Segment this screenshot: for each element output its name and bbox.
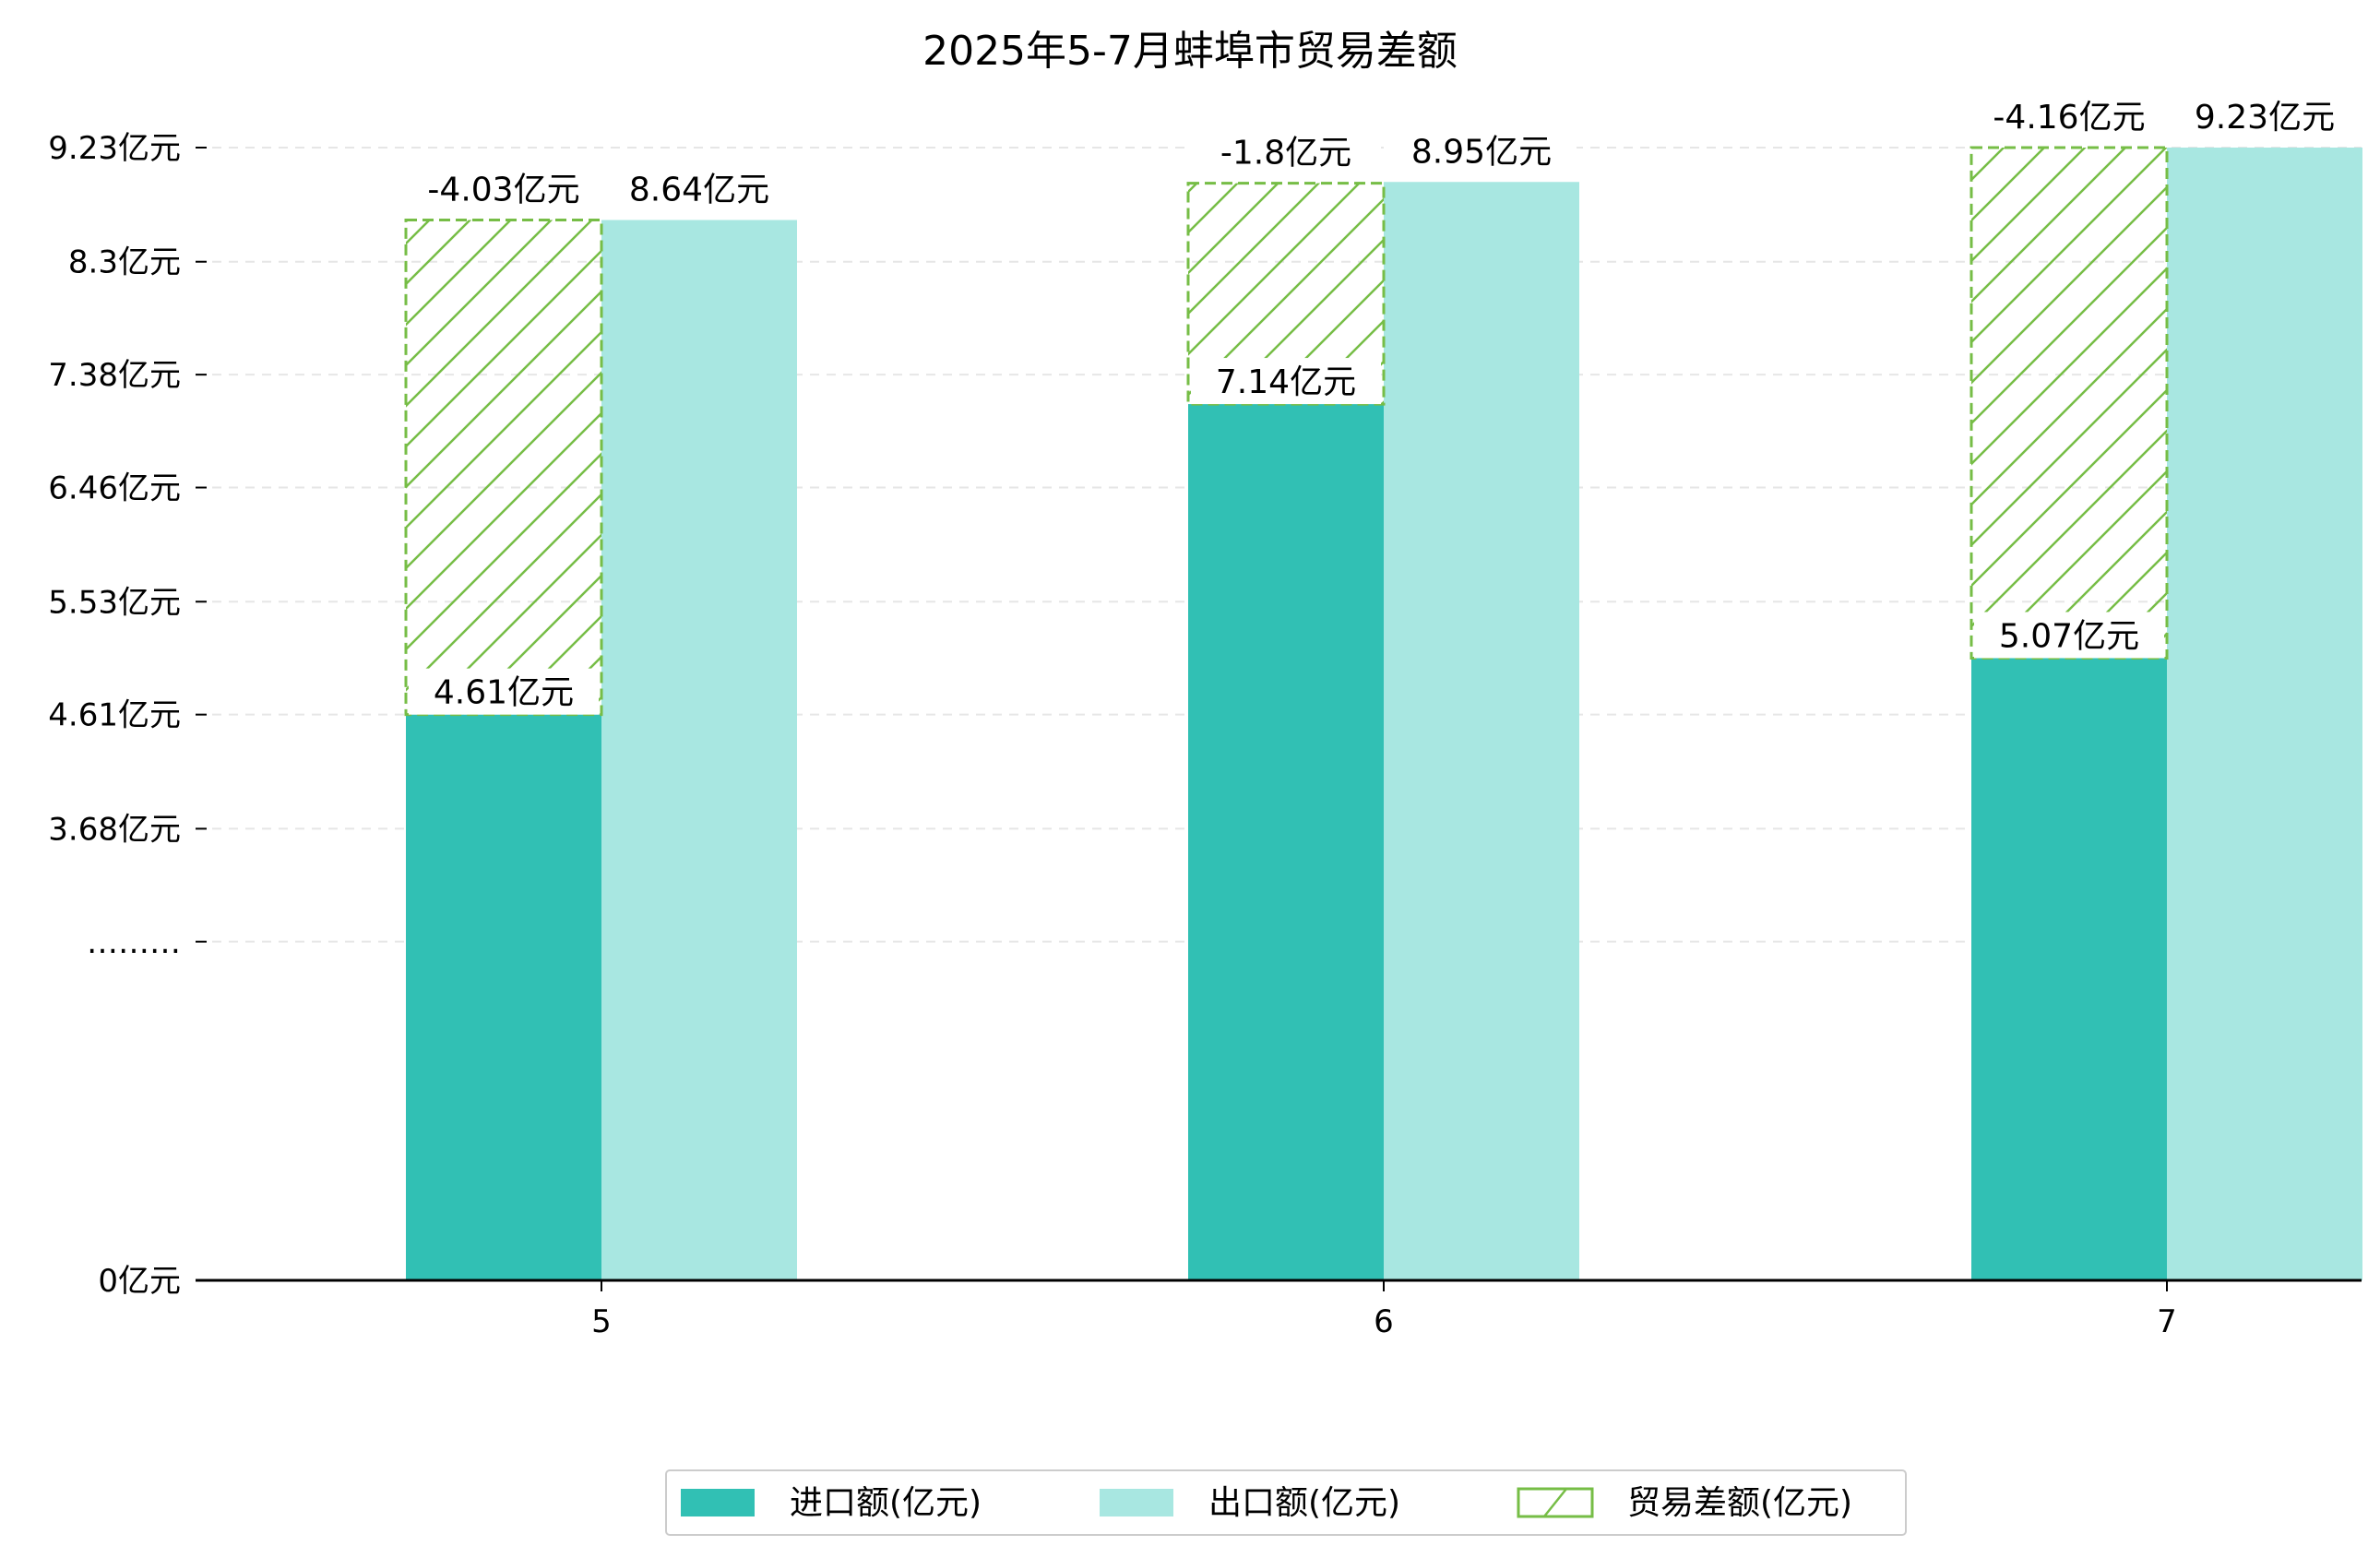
- x-tick-label: 5: [591, 1303, 612, 1340]
- export-value-label-box: [604, 165, 794, 212]
- y-tick-label: 8.3亿元: [68, 244, 181, 281]
- export-value-label: 8.64亿元: [629, 171, 769, 208]
- y-tick-label: 9.23亿元: [48, 130, 181, 167]
- balance-value-label-box: [1974, 93, 2164, 139]
- import-bar: [1971, 658, 2167, 1280]
- balance-value-label-box: [409, 165, 599, 212]
- balance-value-label: -4.16亿元: [1993, 99, 2145, 137]
- balance-value-label: -1.8亿元: [1220, 135, 1351, 172]
- export-value-label: 8.95亿元: [1411, 133, 1552, 171]
- trade-balance-bar: [404, 218, 603, 717]
- export-value-label-box: [2170, 93, 2360, 139]
- import-value-label: 5.07亿元: [1999, 617, 2139, 655]
- legend-swatch-hatch: [1543, 1488, 1567, 1517]
- export-value-label: 9.23亿元: [2195, 99, 2335, 137]
- import-value-label-box: [409, 668, 599, 715]
- export-bar: [1384, 182, 1579, 1280]
- y-tick-label: 3.68亿元: [48, 811, 181, 848]
- legend-swatch: [681, 1489, 755, 1516]
- import-bar: [1188, 404, 1384, 1280]
- y-tick-label: 6.46亿元: [48, 470, 181, 507]
- legend-label: 贸易差额(亿元): [1627, 1484, 1852, 1522]
- trade-balance-bar: [1969, 146, 2169, 660]
- export-bar: [2167, 148, 2362, 1280]
- export-value-label-box: [1386, 127, 1577, 174]
- import-value-label: 4.61亿元: [434, 674, 574, 712]
- x-tick-label: 7: [2157, 1303, 2177, 1340]
- x-tick-label: 6: [1374, 1303, 1394, 1340]
- import-value-label: 7.14亿元: [1216, 363, 1356, 401]
- import-bar: [406, 714, 601, 1280]
- y-tick-label: 7.38亿元: [48, 357, 181, 394]
- legend-box: [665, 1469, 1907, 1536]
- legend-label: 进口额(亿元): [790, 1484, 982, 1522]
- export-bar: [601, 220, 797, 1280]
- import-value-label-box: [1974, 612, 2164, 659]
- y-tick-label: 0亿元: [98, 1263, 181, 1300]
- balance-value-label: -4.03亿元: [427, 171, 579, 208]
- balance-value-label-box: [1191, 128, 1381, 175]
- import-value-label-box: [1191, 358, 1381, 405]
- y-tick-label: 5.53亿元: [48, 584, 181, 621]
- chart-title: 2025年5-7月蚌埠市贸易差额: [922, 28, 1458, 75]
- legend-swatch: [1100, 1489, 1173, 1516]
- y-tick-label: ………: [87, 924, 181, 961]
- legend-label: 出口额(亿元): [1208, 1484, 1400, 1522]
- y-tick-label: 4.61亿元: [48, 697, 181, 734]
